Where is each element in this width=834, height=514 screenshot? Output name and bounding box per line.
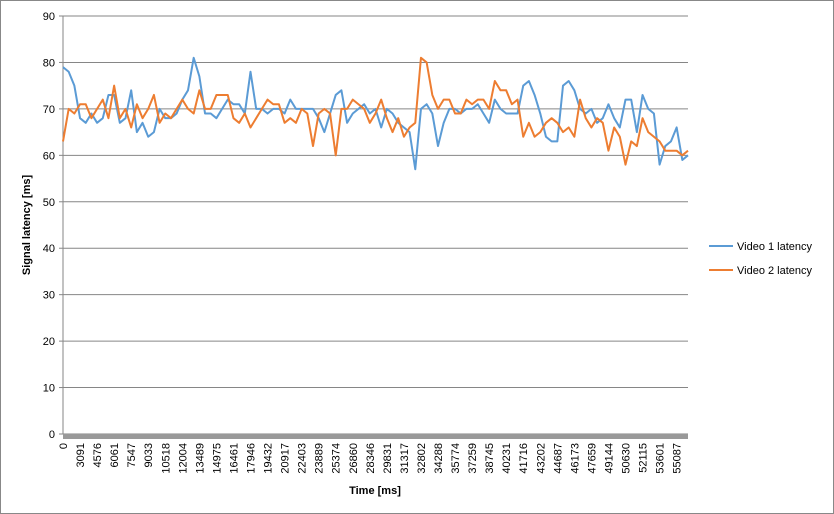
y-tick-label: 40 — [43, 243, 55, 255]
x-tick-label: 46173 — [569, 443, 581, 474]
y-tick-label: 50 — [43, 197, 55, 209]
x-tick-label: 49144 — [603, 443, 615, 474]
x-tick-label: 35774 — [450, 443, 462, 474]
x-tick-label: 17946 — [246, 443, 258, 474]
x-tick-label: 19432 — [263, 443, 275, 474]
legend-label: Video 1 latency — [737, 241, 813, 253]
y-tick-label: 70 — [43, 104, 55, 116]
x-axis-ticks — [63, 434, 688, 439]
x-tick-label: 23889 — [314, 443, 326, 474]
x-tick-label: 38745 — [484, 443, 496, 474]
series-line — [62, 56, 689, 166]
x-tick-label: 16461 — [228, 443, 240, 474]
y-axis-title: Signal latency [ms] — [21, 175, 33, 276]
x-tick-label: 53601 — [655, 443, 667, 474]
y-tick-label: 80 — [43, 57, 55, 69]
x-tick-label: 52115 — [638, 443, 650, 473]
x-tick-label: 28346 — [365, 443, 377, 474]
x-tick-label: 50630 — [621, 443, 633, 474]
x-tick-label: 12004 — [177, 443, 189, 474]
x-tick-label: 3091 — [75, 443, 87, 467]
x-tick-label: 22403 — [297, 443, 309, 474]
x-tick-label: 40231 — [501, 443, 513, 474]
x-tick-label: 34288 — [433, 443, 445, 474]
x-tick-label: 32802 — [416, 443, 428, 474]
y-tick-label: 60 — [43, 150, 55, 162]
x-tick-label: 20917 — [280, 443, 292, 474]
x-tick-label: 55087 — [672, 443, 684, 474]
x-tick-label: 0 — [58, 443, 70, 449]
x-tick-label: 41716 — [518, 443, 530, 474]
x-tick-label: 6061 — [109, 443, 121, 467]
x-tick-label: 43202 — [535, 443, 547, 474]
y-tick-label: 30 — [43, 290, 55, 302]
y-tick-label: 0 — [49, 429, 55, 441]
x-tick-label: 9033 — [143, 443, 155, 467]
x-tick-label: 14975 — [211, 443, 223, 474]
y-tick-label: 90 — [43, 11, 55, 23]
x-tick-label: 4576 — [92, 443, 104, 467]
x-tick-label: 26860 — [348, 443, 360, 474]
x-tick-label: 44687 — [552, 443, 564, 474]
y-tick-label: 10 — [43, 383, 55, 395]
x-tick-label: 13489 — [194, 443, 206, 474]
x-tick-label: 37259 — [467, 443, 479, 474]
x-tick-label: 47659 — [586, 443, 598, 474]
x-tick-label: 10518 — [160, 443, 172, 474]
legend-label: Video 2 latency — [737, 265, 813, 277]
x-tick-label: 7547 — [126, 443, 138, 467]
y-tick-label: 20 — [43, 336, 55, 348]
x-tick-label: 29831 — [382, 443, 394, 474]
x-tick-label: 25374 — [331, 443, 343, 474]
x-tick-label: 31317 — [399, 443, 411, 474]
x-axis-title: Time [ms] — [349, 485, 401, 497]
